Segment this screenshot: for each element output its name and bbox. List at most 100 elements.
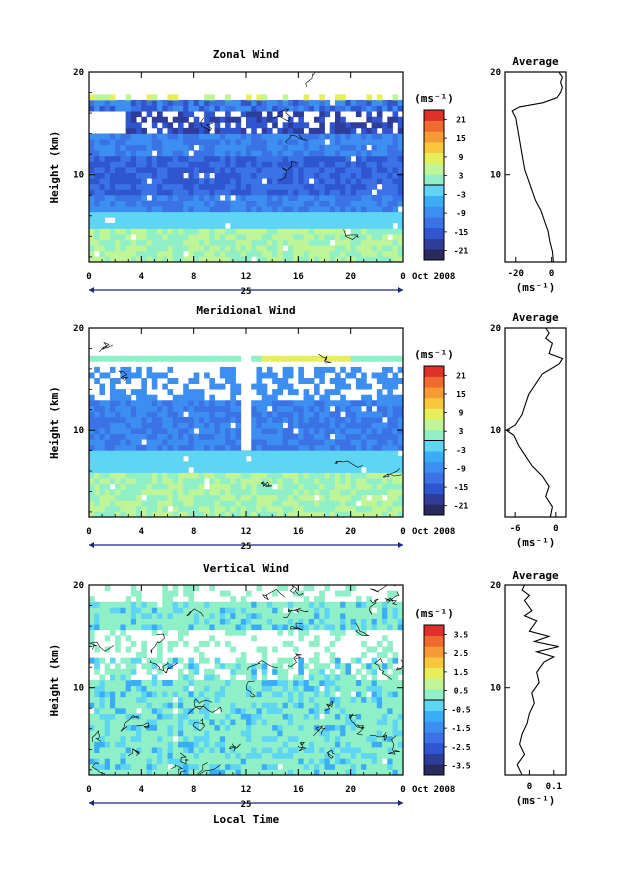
heatmap-cell	[361, 624, 367, 630]
heatmap-cell	[236, 173, 242, 179]
heatmap-cell	[288, 473, 294, 479]
heatmap-cell	[256, 389, 262, 395]
heatmap-cell	[277, 240, 283, 246]
heatmap-cell	[304, 400, 310, 406]
heatmap-cell	[377, 117, 383, 123]
heatmap-cell	[345, 484, 351, 490]
heatmap-cell	[89, 747, 95, 753]
heatmap-cell	[325, 714, 331, 720]
heatmap-cell	[89, 686, 95, 692]
heatmap-cell	[309, 506, 315, 512]
heatmap-cell	[157, 117, 163, 123]
heatmap-cell	[183, 356, 189, 362]
heatmap-cell	[372, 195, 378, 201]
heatmap-cell	[220, 686, 226, 692]
heatmap-cell	[366, 624, 372, 630]
heatmap-cell	[178, 161, 184, 167]
heatmap-cell	[157, 697, 163, 703]
heatmap-cell	[246, 228, 252, 234]
heatmap-cell	[387, 133, 393, 139]
heatmap-cell	[356, 240, 362, 246]
heatmap-cell	[115, 156, 121, 162]
heatmap-cell	[351, 178, 357, 184]
heatmap-cell	[94, 467, 100, 473]
heatmap-cell	[168, 691, 174, 697]
heatmap-cell	[335, 708, 341, 714]
heatmap-cell	[288, 686, 294, 692]
heatmap-cell	[251, 206, 257, 212]
heatmap-cell	[215, 439, 221, 445]
heatmap-cell	[288, 406, 294, 412]
heatmap-cell	[377, 702, 383, 708]
heatmap-cell	[220, 697, 226, 703]
heatmap-cell	[115, 145, 121, 151]
heatmap-cell	[141, 741, 147, 747]
heatmap-cell	[293, 206, 299, 212]
heatmap-cell	[199, 411, 205, 417]
heatmap-cell	[194, 484, 200, 490]
heatmap-cell	[267, 217, 273, 223]
heatmap-cell	[356, 111, 362, 117]
heatmap-cell	[335, 607, 341, 613]
heatmap-cell	[136, 240, 142, 246]
heatmap-cell	[162, 741, 168, 747]
heatmap-cell	[168, 456, 174, 462]
heatmap-cell	[314, 100, 320, 106]
heatmap-cell	[335, 500, 341, 506]
heatmap-cell	[345, 173, 351, 179]
heatmap-cell	[377, 150, 383, 156]
heatmap-cell	[298, 228, 304, 234]
heatmap-cell	[147, 434, 153, 440]
heatmap-cell	[246, 714, 252, 720]
heatmap-cell	[319, 764, 325, 770]
heatmap-cell	[178, 613, 184, 619]
heatmap-cell	[314, 406, 320, 412]
heatmap-cell	[199, 500, 205, 506]
heatmap-cell	[178, 697, 184, 703]
heatmap-cell	[277, 658, 283, 664]
heatmap-cell	[136, 652, 142, 658]
date-label: Oct 2008	[412, 527, 455, 537]
x-tick-label: 0	[400, 272, 405, 282]
heatmap-cell	[199, 439, 205, 445]
heatmap-cell	[209, 406, 215, 412]
heatmap-cell	[236, 223, 242, 229]
heatmap-cell	[382, 478, 388, 484]
heatmap-cell	[220, 736, 226, 742]
heatmap-cell	[136, 484, 142, 490]
heatmap-cell	[262, 652, 268, 658]
heatmap-cell	[131, 217, 137, 223]
colorbar-tick-label: 21	[456, 371, 466, 380]
heatmap-cell	[241, 206, 247, 212]
heatmap-cell	[141, 624, 147, 630]
heatmap-cell	[330, 674, 336, 680]
heatmap-cell	[141, 106, 147, 112]
heatmap-cell	[246, 450, 252, 456]
x-tick-label: 4	[139, 785, 145, 795]
heatmap-cell	[110, 145, 116, 151]
heatmap-cell	[199, 725, 205, 731]
average-y-tick-label: 10	[490, 171, 501, 181]
heatmap-cell	[377, 234, 383, 240]
average-x-label: (ms⁻¹)	[516, 536, 556, 549]
heatmap-cell	[115, 167, 121, 173]
heatmap-cell	[393, 195, 399, 201]
heatmap-cell	[147, 133, 153, 139]
heatmap-cell	[272, 411, 278, 417]
heatmap-cell	[188, 658, 194, 664]
heatmap-cell	[89, 484, 95, 490]
heatmap-cell	[366, 506, 372, 512]
heatmap-cell	[304, 714, 310, 720]
heatmap-cell	[215, 228, 221, 234]
heatmap-cell	[126, 139, 132, 145]
heatmap-cell	[194, 139, 200, 145]
heatmap-cell	[173, 100, 179, 106]
heatmap-cell	[393, 212, 399, 218]
heatmap-cell	[314, 607, 320, 613]
heatmap-cell	[345, 195, 351, 201]
heatmap-cell	[120, 161, 126, 167]
heatmap-cell	[230, 156, 236, 162]
heatmap-cell	[162, 702, 168, 708]
heatmap-cell	[94, 646, 100, 652]
heatmap-cell	[120, 411, 126, 417]
